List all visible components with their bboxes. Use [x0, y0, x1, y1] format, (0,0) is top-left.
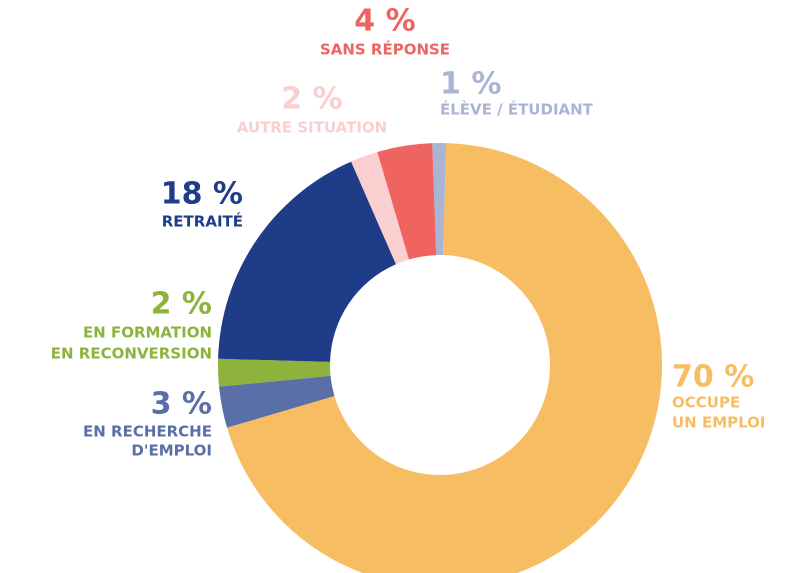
category-label: D'EMPLOI: [131, 442, 212, 460]
donut-slice: [218, 161, 396, 362]
category-label: EN RECHERCHE: [83, 423, 212, 441]
category-label: UN EMPLOI: [672, 414, 765, 432]
donut-slice: [218, 358, 331, 387]
percent-label: 18 %: [161, 177, 243, 212]
category-label: ÉLÈVE / ÉTUDIANT: [440, 100, 594, 119]
percent-label: 2 %: [151, 287, 212, 322]
donut-slice: [432, 143, 447, 256]
percent-label: 70 %: [672, 360, 754, 395]
donut-slice: [377, 143, 437, 260]
donut-slice: [227, 143, 662, 573]
percent-label: 3 %: [151, 387, 212, 422]
percent-label: 4 %: [354, 4, 415, 39]
donut-slice: [219, 375, 335, 428]
donut-slice: [351, 152, 409, 265]
category-label: AUTRE SITUATION: [237, 119, 387, 137]
percent-label: 2 %: [281, 82, 342, 117]
category-label: EN RECONVERSION: [51, 345, 212, 363]
category-label: EN FORMATION: [83, 324, 212, 342]
percent-label: 1 %: [440, 67, 501, 102]
category-label: RETRAITÉ: [162, 212, 243, 231]
category-label: OCCUPE: [672, 394, 740, 412]
category-label: SANS RÉPONSE: [320, 40, 450, 59]
